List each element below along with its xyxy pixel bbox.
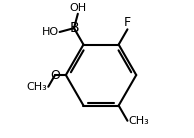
Text: CH₃: CH₃ bbox=[27, 82, 48, 92]
Text: O: O bbox=[50, 69, 60, 82]
Text: HO: HO bbox=[42, 27, 59, 37]
Text: B: B bbox=[69, 21, 79, 35]
Text: F: F bbox=[124, 16, 131, 29]
Text: OH: OH bbox=[69, 3, 86, 13]
Text: CH₃: CH₃ bbox=[128, 116, 149, 126]
